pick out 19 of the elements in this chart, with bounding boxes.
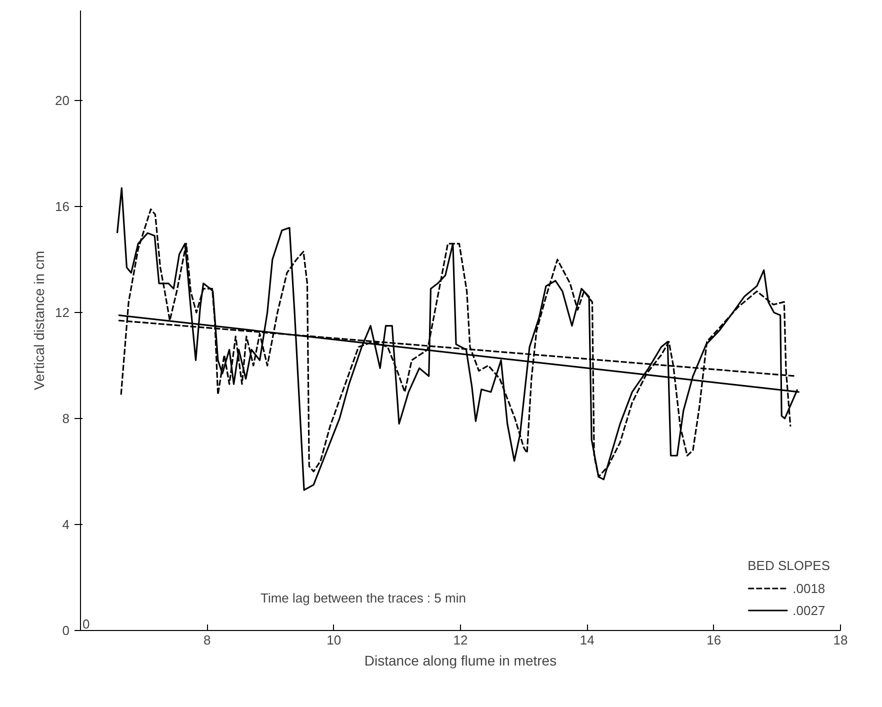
x-tick-label: 18 (833, 632, 848, 648)
legend-label: .0027 (792, 602, 826, 618)
x-tick-label: 10 (326, 632, 342, 648)
legend-label: .0018 (792, 580, 826, 596)
y-tick-label: 20 (55, 93, 70, 108)
y-tick-label: 4 (62, 517, 70, 532)
x-tick-label: 16 (706, 632, 722, 648)
x-tick-label: 12 (453, 632, 468, 648)
y-tick-label: 8 (62, 411, 70, 426)
x-axis-title: Distance along flume in metres (364, 652, 557, 668)
x-tick-label: 8 (204, 632, 211, 648)
annotation: 0 (82, 616, 90, 632)
legend-title: BED SLOPES (748, 558, 830, 573)
y-tick-label: 12 (55, 305, 70, 320)
y-tick-label: 16 (55, 199, 70, 214)
x-tick-label: 14 (580, 632, 594, 648)
y-axis-title: Vertical distance in cm (31, 250, 48, 390)
annotation: Time lag between the traces : 5 min (260, 590, 466, 606)
y-tick-label: 0 (62, 623, 70, 638)
